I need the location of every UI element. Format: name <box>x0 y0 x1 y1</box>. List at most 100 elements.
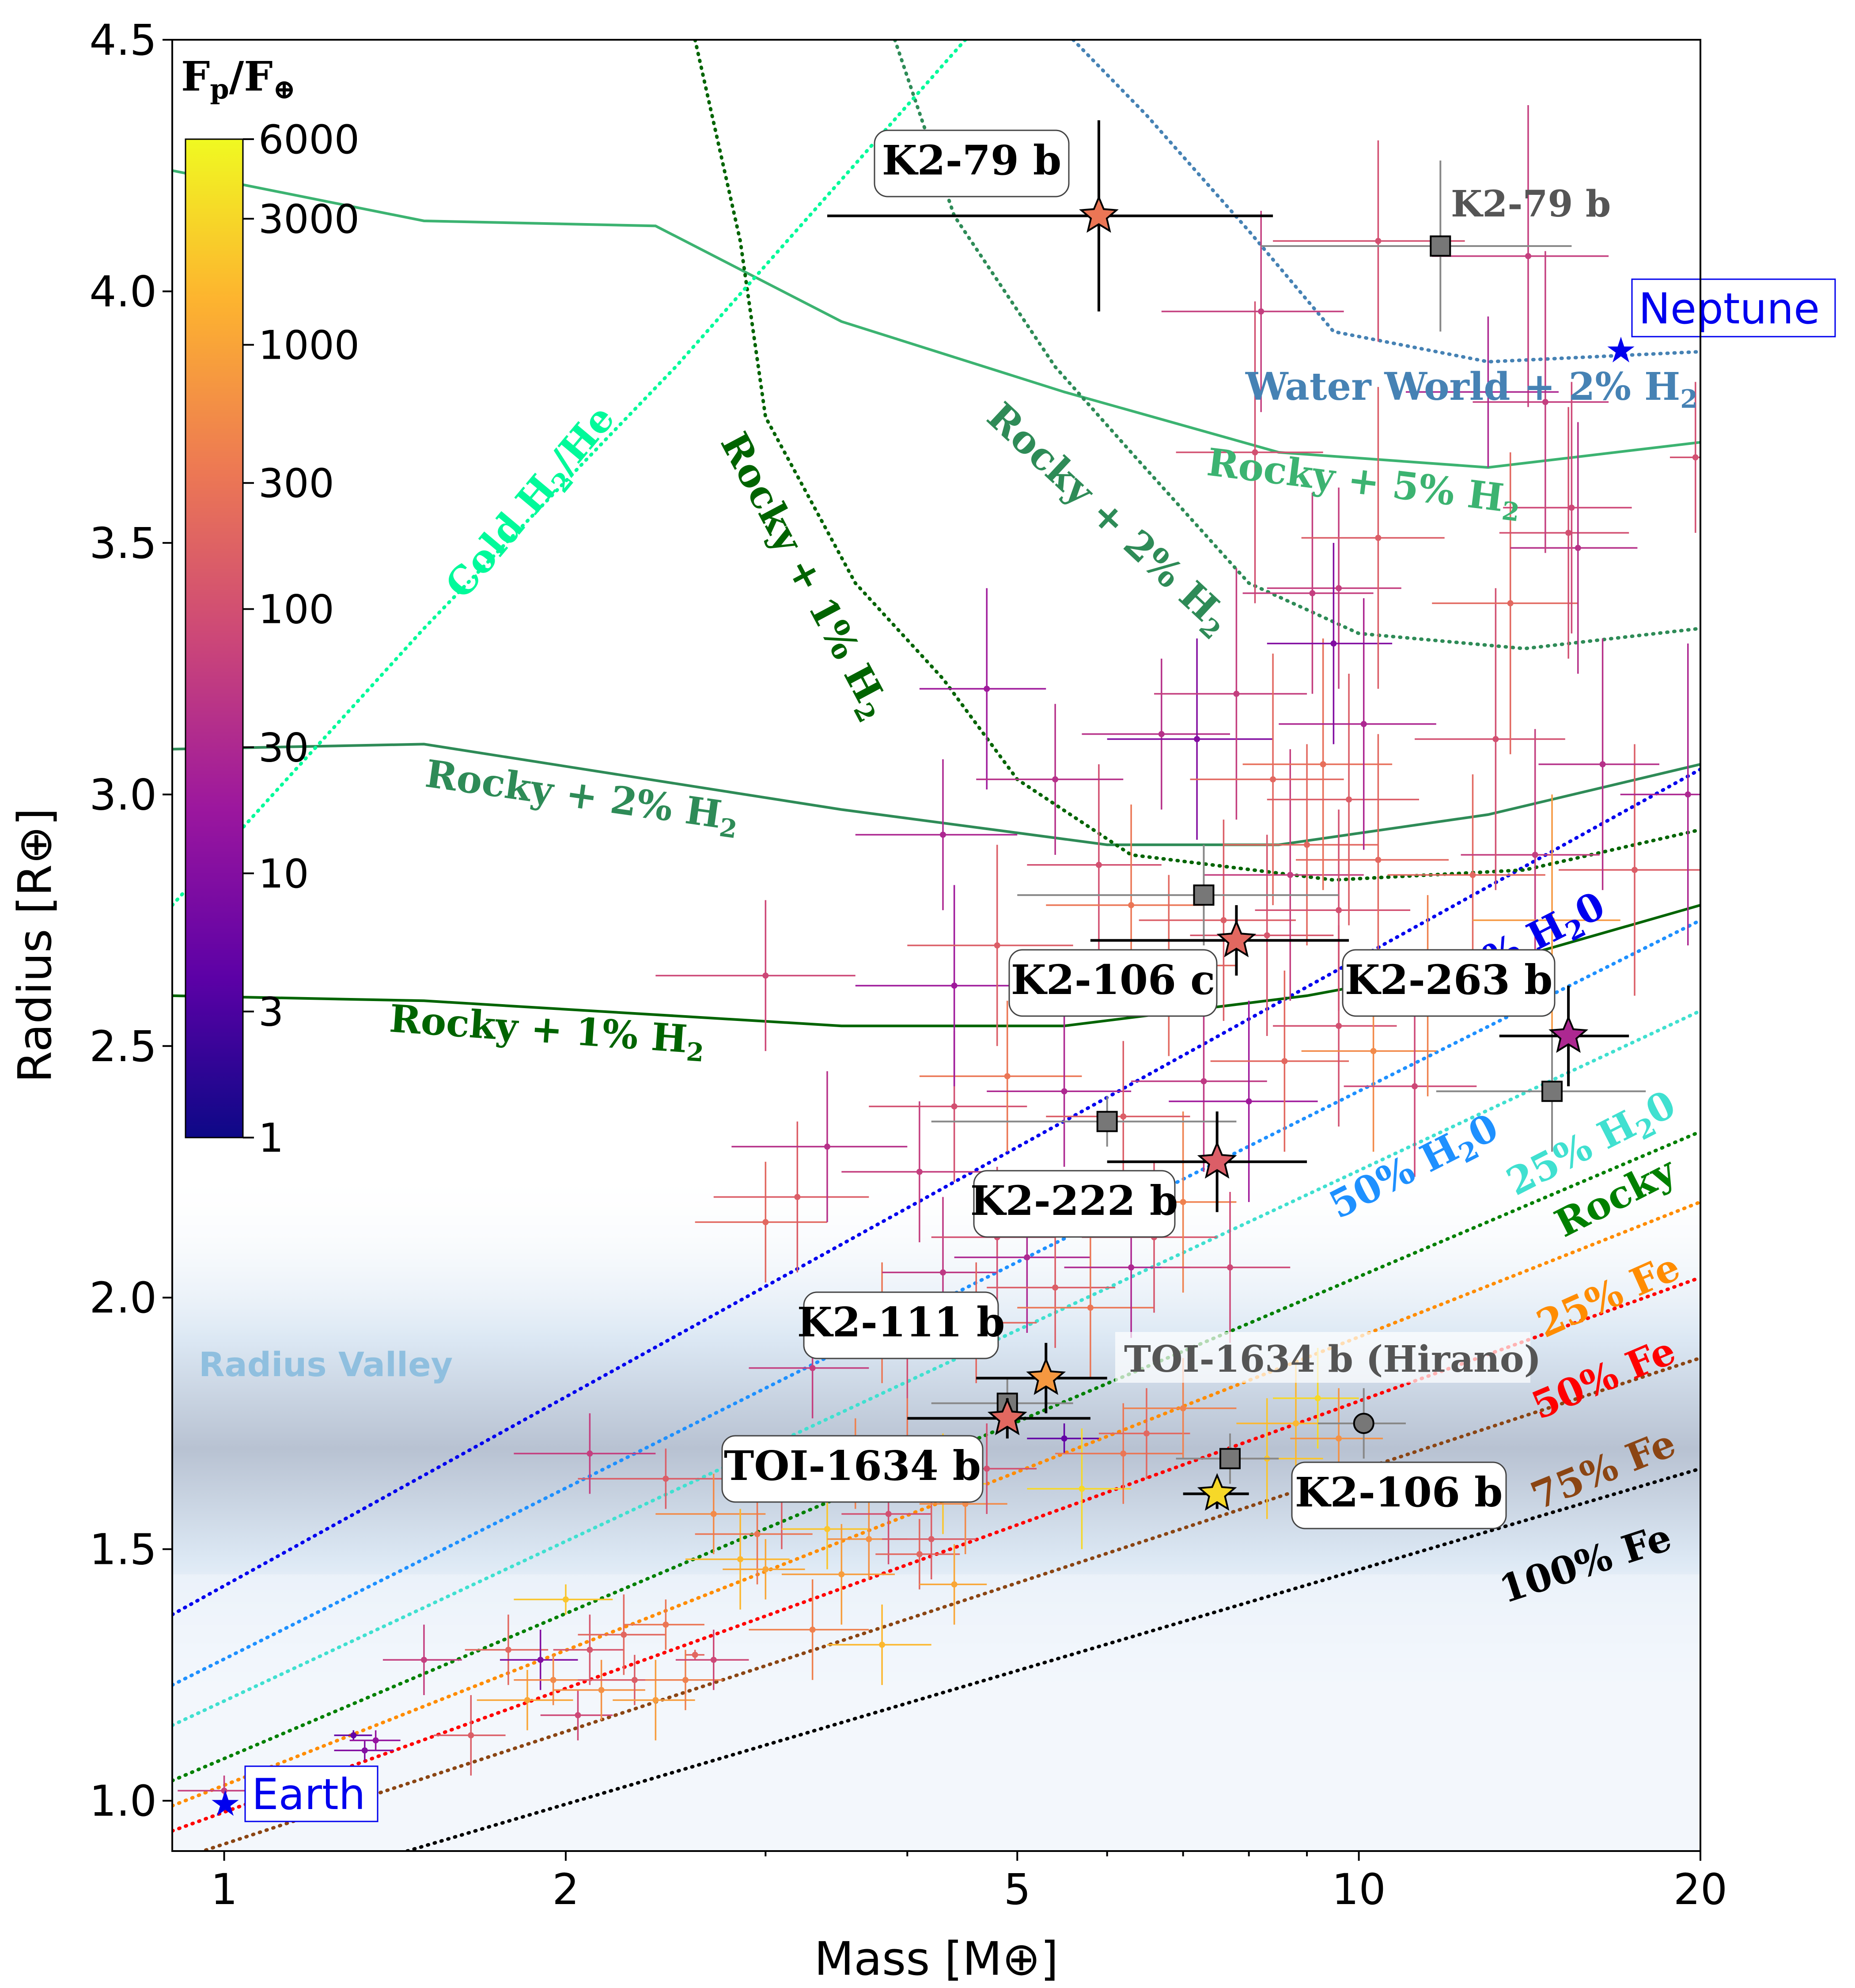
planet-point <box>221 1787 227 1794</box>
label-toi-1634b: TOI-1634 b <box>721 1435 984 1503</box>
planet-point <box>939 831 946 838</box>
neptune-label: Neptune <box>1639 284 1820 334</box>
y-axis-ticks: 1.0 1.5 2.0 2.5 3.0 3.5 4.0 4.5 <box>89 15 172 1826</box>
background-planet <box>855 885 1037 1086</box>
planet-point <box>361 1747 368 1754</box>
background-planet <box>1027 1428 1132 1549</box>
x-axis-ticks: 1 2 5 10 20 <box>211 1851 1727 1914</box>
background-planet <box>1139 819 1296 1021</box>
literature-circle-marker <box>1353 1412 1374 1434</box>
planet-point <box>662 1621 669 1628</box>
background-planet <box>1432 105 1609 407</box>
background-planet <box>382 1624 462 1695</box>
label-k2-106b-text: K2-106 b <box>1295 1468 1503 1516</box>
colorbar-tick-label: 30 <box>258 725 309 771</box>
planet-point <box>1024 1254 1030 1261</box>
background-planet <box>514 1413 656 1494</box>
planet-point <box>762 1566 769 1573</box>
planet-point <box>1599 761 1606 767</box>
background-planet <box>514 1584 613 1615</box>
background-planet <box>695 1161 827 1283</box>
background-planet <box>1190 835 1334 1036</box>
planet-point <box>1632 867 1638 873</box>
curve-label-text: Rocky + 1% H2 <box>708 425 900 727</box>
planet-point <box>1469 872 1476 878</box>
planet-point <box>682 1677 689 1683</box>
colorbar-tick-label: 3000 <box>258 196 360 243</box>
label-k2-111b: K2-111 b <box>797 1291 1005 1359</box>
planet-labels: K2-79 b K2-79 b K2-106 c K2-263 b K2-222… <box>721 129 1611 1529</box>
y-tick-label: 1.0 <box>89 1776 157 1826</box>
earth-label: Earth <box>252 1770 365 1819</box>
planet-point <box>1320 761 1326 767</box>
label-toi-1634b-text: TOI-1634 b <box>724 1442 981 1490</box>
planet-point <box>468 1732 474 1739</box>
background-planet <box>1161 1192 1291 1343</box>
planet-point <box>420 1657 427 1663</box>
background-planet <box>987 1227 1116 1348</box>
background-planet <box>334 1740 394 1760</box>
planet-point <box>662 1476 669 1482</box>
literature-square-marker <box>1541 1081 1563 1102</box>
planet-point <box>575 1712 581 1719</box>
background-planet <box>875 1519 960 1590</box>
background-planet <box>1538 638 1659 890</box>
planet-point <box>1336 1023 1342 1029</box>
background-planet <box>349 1730 401 1751</box>
planet-point <box>692 1651 698 1658</box>
planet-point <box>1061 1435 1068 1442</box>
composition-line <box>197 1356 1700 1851</box>
y-tick-label: 4.0 <box>89 267 157 316</box>
envelope-curve <box>172 169 1700 469</box>
curve-label-text: Water World + 2% H2 <box>1245 364 1698 414</box>
planet-point <box>1492 736 1499 743</box>
x-tick-label: 20 <box>1673 1865 1727 1914</box>
planet-point <box>1568 505 1575 511</box>
planet-point <box>652 1697 659 1703</box>
background-planet <box>1204 749 1364 1001</box>
background-planet <box>919 1544 987 1625</box>
planet-point <box>809 1626 816 1633</box>
background-planet <box>1154 568 1307 820</box>
planet-point <box>1507 600 1514 607</box>
background-planet <box>987 1016 1132 1167</box>
planet-point <box>994 942 1000 948</box>
envelope-curve <box>1071 40 1700 364</box>
background-planet <box>1559 744 1700 996</box>
background-planet <box>1432 452 1578 755</box>
background-planet <box>1344 995 1477 1177</box>
background-planet <box>1296 734 1449 986</box>
background-planet <box>655 1473 766 1555</box>
colorbar-tick-label: 3 <box>258 989 284 1036</box>
background-planet <box>1210 970 1349 1152</box>
background-planet <box>855 759 1018 911</box>
planet-point <box>1281 1058 1288 1064</box>
highlighted-star-marker <box>1197 1473 1237 1511</box>
planet-point <box>1180 1199 1186 1205</box>
planet-point <box>928 1536 935 1542</box>
planet-point <box>1346 796 1352 803</box>
background-planet <box>1055 1403 1183 1504</box>
colorbar-ticks: 1 3 10 30 100 300 1000 3000 6000 <box>243 117 360 1161</box>
highlighted-star-marker <box>1197 1141 1237 1179</box>
planet-point <box>710 1657 717 1663</box>
colorbar-tick-label: 1 <box>258 1115 284 1161</box>
background-planet <box>434 1695 506 1776</box>
neptune-marker: ★ Neptune <box>1605 278 1836 371</box>
background-planet <box>1255 809 1411 1011</box>
highlighted-planet <box>1499 986 1629 1086</box>
planet-point <box>1542 399 1548 405</box>
earth-marker: ★ Earth <box>209 1765 379 1824</box>
highlighted-star-marker <box>1216 919 1257 957</box>
background-planet <box>1620 643 1700 945</box>
background-planet <box>1279 598 1436 850</box>
radius-valley-label: Radius Valley <box>199 1345 453 1384</box>
background-planet <box>1670 382 1700 533</box>
composition-line <box>172 1009 1700 1727</box>
label-k2-79b-text: K2-79 b <box>882 137 1062 184</box>
planet-point <box>1200 1078 1207 1085</box>
background-planet <box>1107 638 1273 840</box>
planet-point <box>1246 1098 1252 1105</box>
planet-point <box>754 1531 761 1537</box>
y-tick-label: 4.5 <box>89 15 157 65</box>
